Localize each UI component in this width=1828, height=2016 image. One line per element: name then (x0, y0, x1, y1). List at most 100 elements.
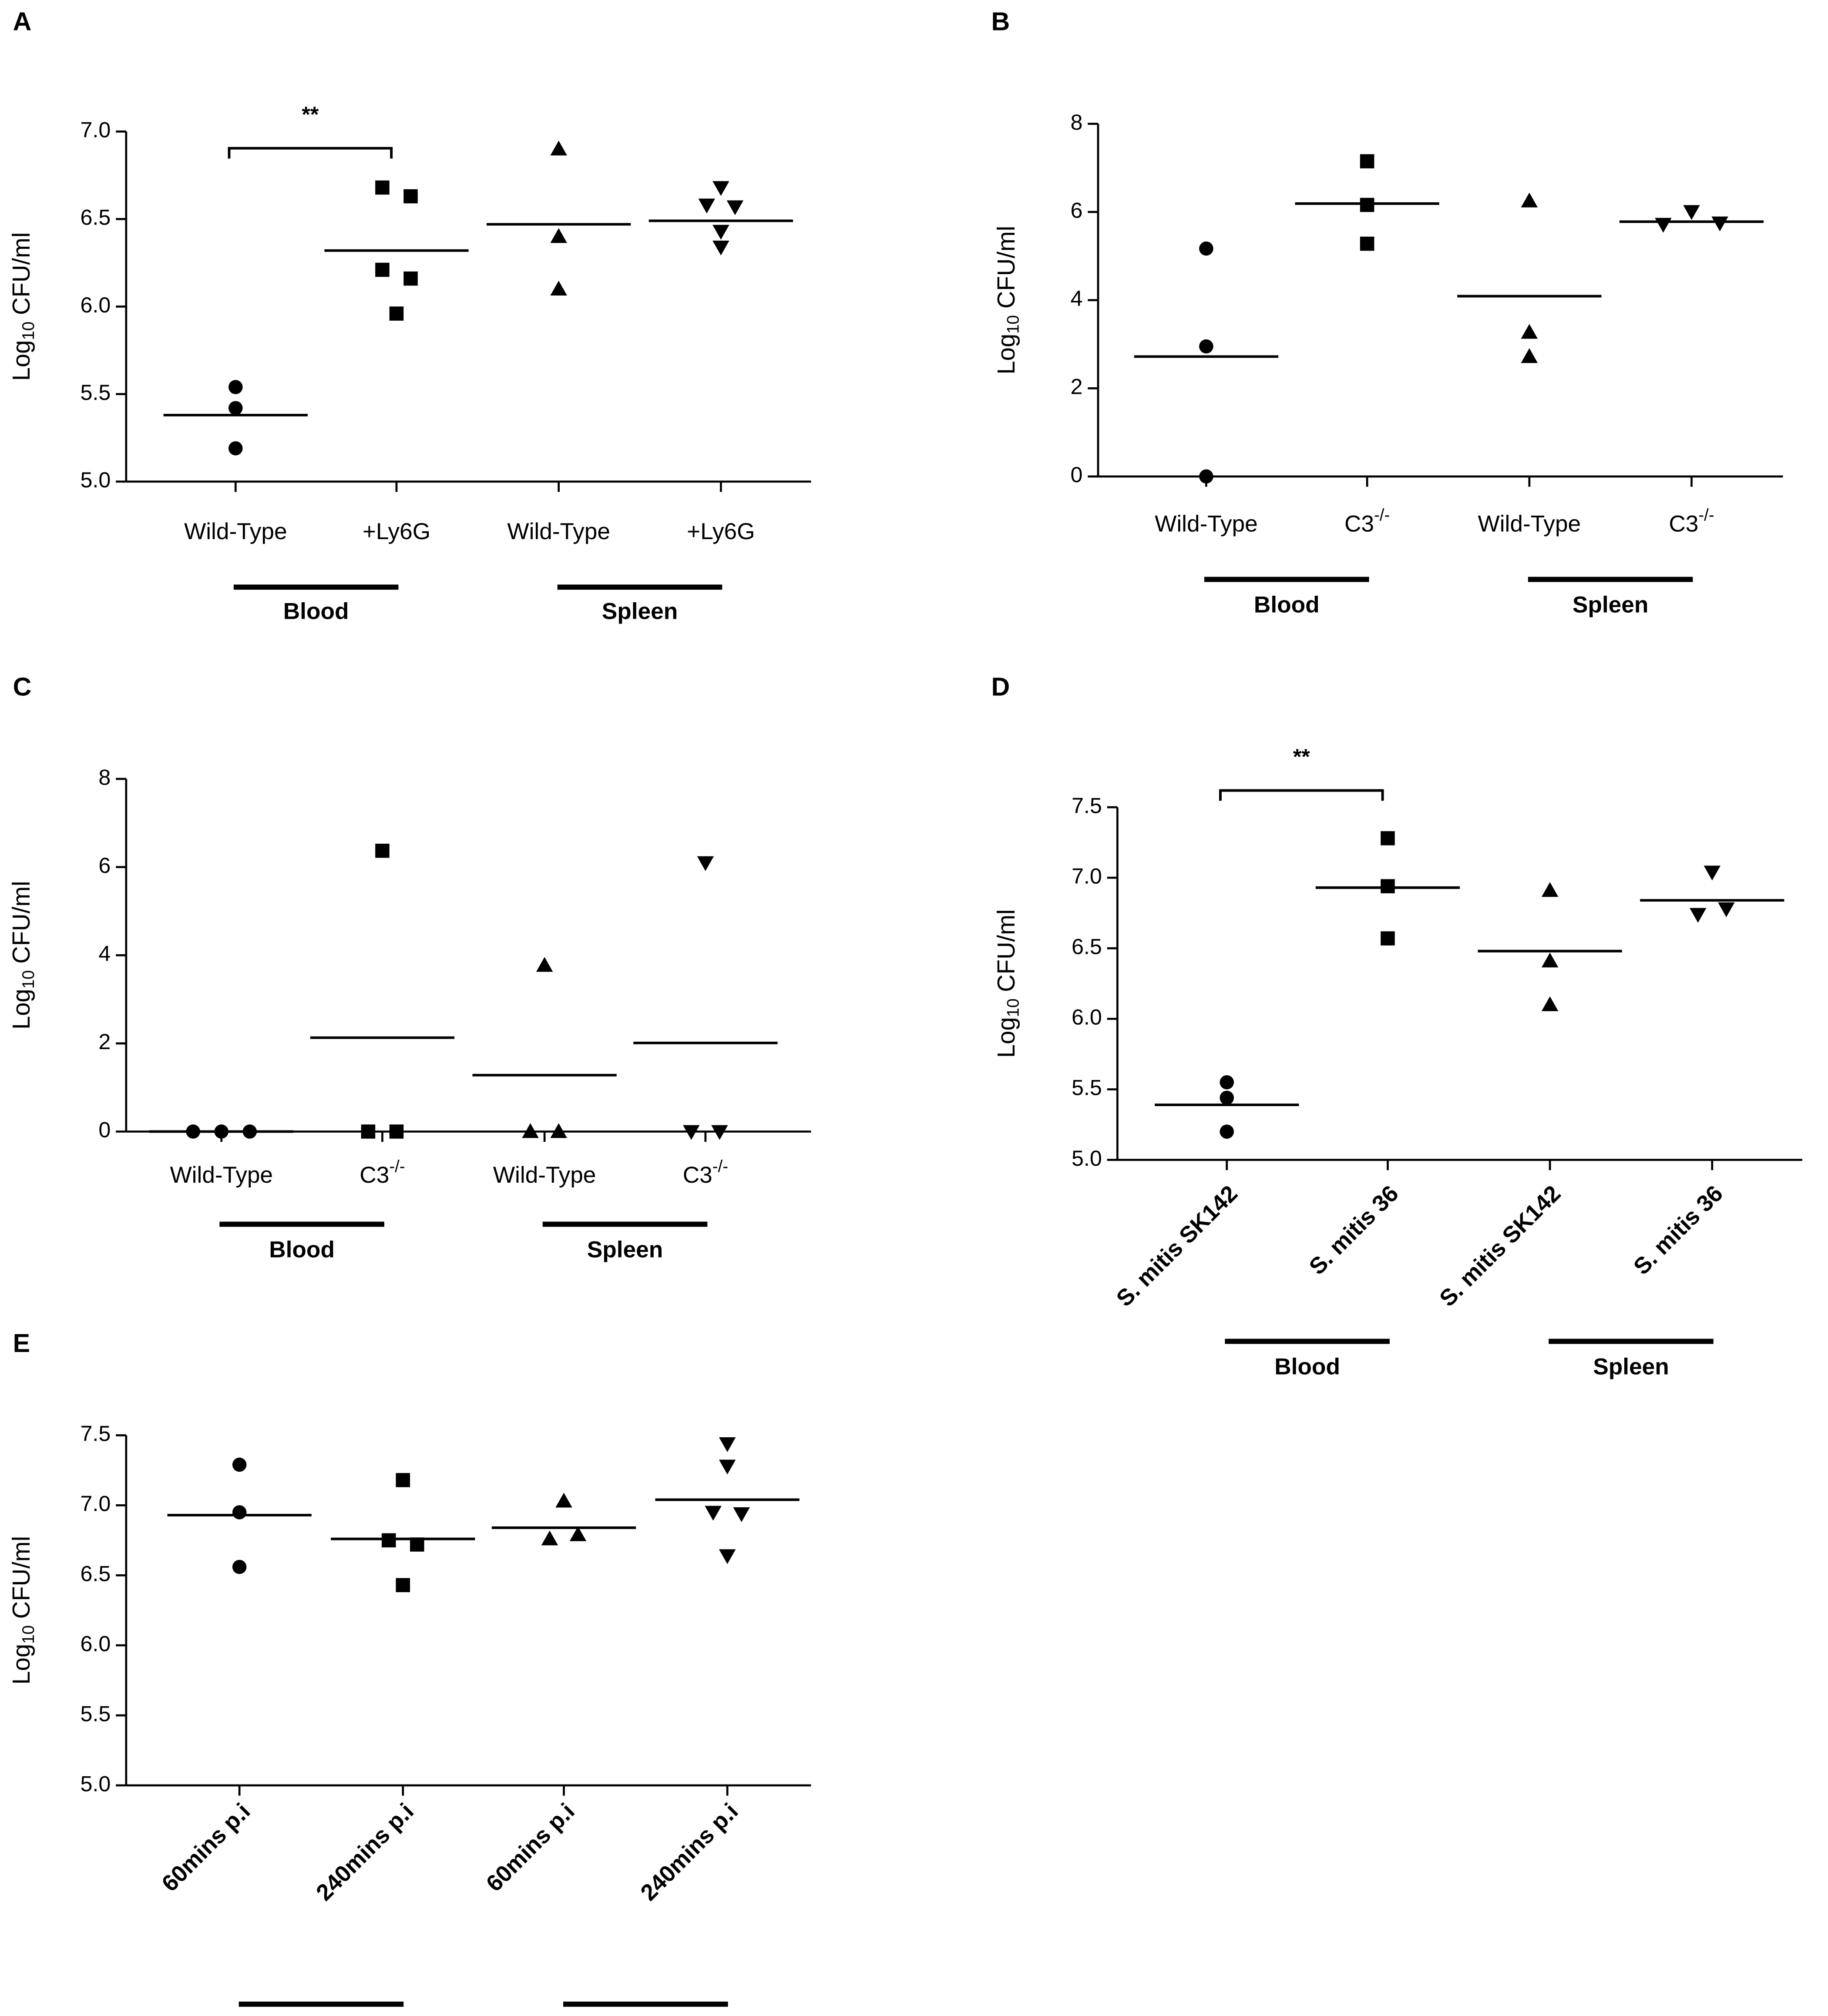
point (726, 200, 744, 215)
point (536, 957, 553, 972)
point (711, 1125, 728, 1140)
category-text: Wild-Type (170, 1162, 273, 1188)
point (396, 1578, 410, 1593)
point (1360, 198, 1374, 212)
point (719, 1459, 736, 1475)
point (1381, 831, 1395, 845)
y-tick-label: 7.0 (80, 117, 111, 142)
point (232, 1505, 247, 1520)
category-text: +Ly6G (363, 519, 430, 544)
y-label-suffix: CFU/ml (992, 226, 1020, 309)
group-label: Blood (1254, 592, 1320, 618)
point (712, 240, 729, 255)
point (403, 271, 418, 286)
group-label: Blood (1274, 1354, 1340, 1380)
point (1220, 1090, 1234, 1105)
x-tick-label: 60mins p.i (481, 1798, 580, 1897)
y-tick-label: 6.0 (80, 292, 111, 317)
category-text: Wild-Type (493, 1162, 596, 1188)
point (541, 1530, 558, 1546)
y-axis-label: Log10 CFU/ml (992, 226, 1023, 375)
category-text: Wild-Type (507, 519, 610, 544)
group-label: Spleen (587, 1237, 663, 1263)
x-tick-label: C3-/- (1669, 506, 1714, 537)
y-label-suffix: CFU/ml (7, 1536, 35, 1619)
x-tick-label: S. mitis SK142 (1435, 1181, 1566, 1312)
point (1199, 469, 1213, 484)
group-label: Blood (283, 599, 349, 624)
point (719, 1437, 736, 1452)
point (1718, 902, 1735, 917)
y-tick-label: 6.5 (80, 205, 111, 230)
point (1360, 236, 1374, 251)
y-label-suffix: CFU/ml (992, 909, 1020, 992)
category-text: C3 (360, 1162, 389, 1188)
category-text: C3 (1669, 511, 1698, 537)
y-label-text: Log (992, 1017, 1020, 1058)
x-tick-label: Wild-Type (507, 519, 610, 544)
x-tick-label: +Ly6G (687, 519, 755, 544)
point (1683, 205, 1700, 220)
y-tick-label: 6.5 (80, 1561, 111, 1586)
point (228, 401, 243, 416)
x-tick-label: 240mins p.i (636, 1798, 743, 1906)
significance-label: ** (302, 102, 319, 127)
point (381, 1533, 396, 1548)
point (555, 1493, 572, 1508)
point (396, 1473, 410, 1487)
category-text: Wild-Type (184, 519, 287, 544)
group-label: Blood (269, 1237, 335, 1263)
y-tick-label: 6.0 (80, 1631, 111, 1656)
point (1220, 1124, 1234, 1139)
y-tick-label: 5.0 (80, 1771, 111, 1796)
x-tick-label: S. mitis 36 (1304, 1181, 1404, 1280)
y-tick-label: 6.5 (1072, 934, 1102, 959)
y-tick-label: 2 (1070, 374, 1082, 399)
point (550, 141, 567, 156)
x-tick-label: S. mitis SK142 (1112, 1181, 1243, 1312)
y-label-subscript: 10 (19, 322, 38, 340)
point (698, 198, 716, 214)
y-axis-label: Log10 CFU/ml (992, 909, 1023, 1058)
point (705, 1506, 722, 1521)
y-label-subscript: 10 (1004, 999, 1023, 1017)
x-tick-label: Wild-Type (184, 519, 287, 544)
point (522, 1123, 539, 1138)
y-label-text: Log (7, 340, 35, 381)
y-label-subscript: 10 (19, 970, 38, 989)
point (712, 181, 729, 196)
y-tick-label: 5.5 (1072, 1075, 1102, 1100)
point (550, 228, 567, 243)
x-tick-label: C3-/- (683, 1157, 728, 1188)
point (375, 180, 390, 195)
y-tick-label: 0 (1070, 462, 1082, 487)
point (1381, 931, 1395, 946)
y-tick-label: 2 (98, 1029, 111, 1054)
x-tick-label: Wild-Type (1155, 511, 1258, 537)
point (232, 1457, 247, 1472)
y-tick-label: 5.5 (80, 1701, 111, 1726)
group-label: Spleen (602, 599, 678, 624)
y-tick-label: 7.5 (80, 1421, 111, 1446)
y-tick-label: 8 (98, 765, 111, 789)
x-tick-label: C3-/- (360, 1157, 405, 1188)
point (1690, 908, 1707, 923)
point (733, 1507, 750, 1522)
category-text: +Ly6G (687, 519, 755, 544)
point (1220, 1075, 1234, 1090)
point (1541, 953, 1559, 968)
y-tick-label: 6 (1070, 198, 1082, 222)
y-label-text: Log (7, 1644, 35, 1685)
y-tick-label: 0 (98, 1117, 111, 1142)
y-label-suffix: CFU/ml (7, 881, 35, 963)
point (1199, 241, 1213, 256)
category-superscript: -/- (1374, 506, 1390, 525)
y-tick-label: 5.5 (80, 380, 111, 405)
point (1711, 216, 1728, 231)
panel-label: B (991, 7, 1010, 36)
point (569, 1526, 587, 1541)
panel-label: C (13, 672, 32, 701)
category-text: Wild-Type (1155, 511, 1258, 537)
point (1199, 339, 1213, 354)
